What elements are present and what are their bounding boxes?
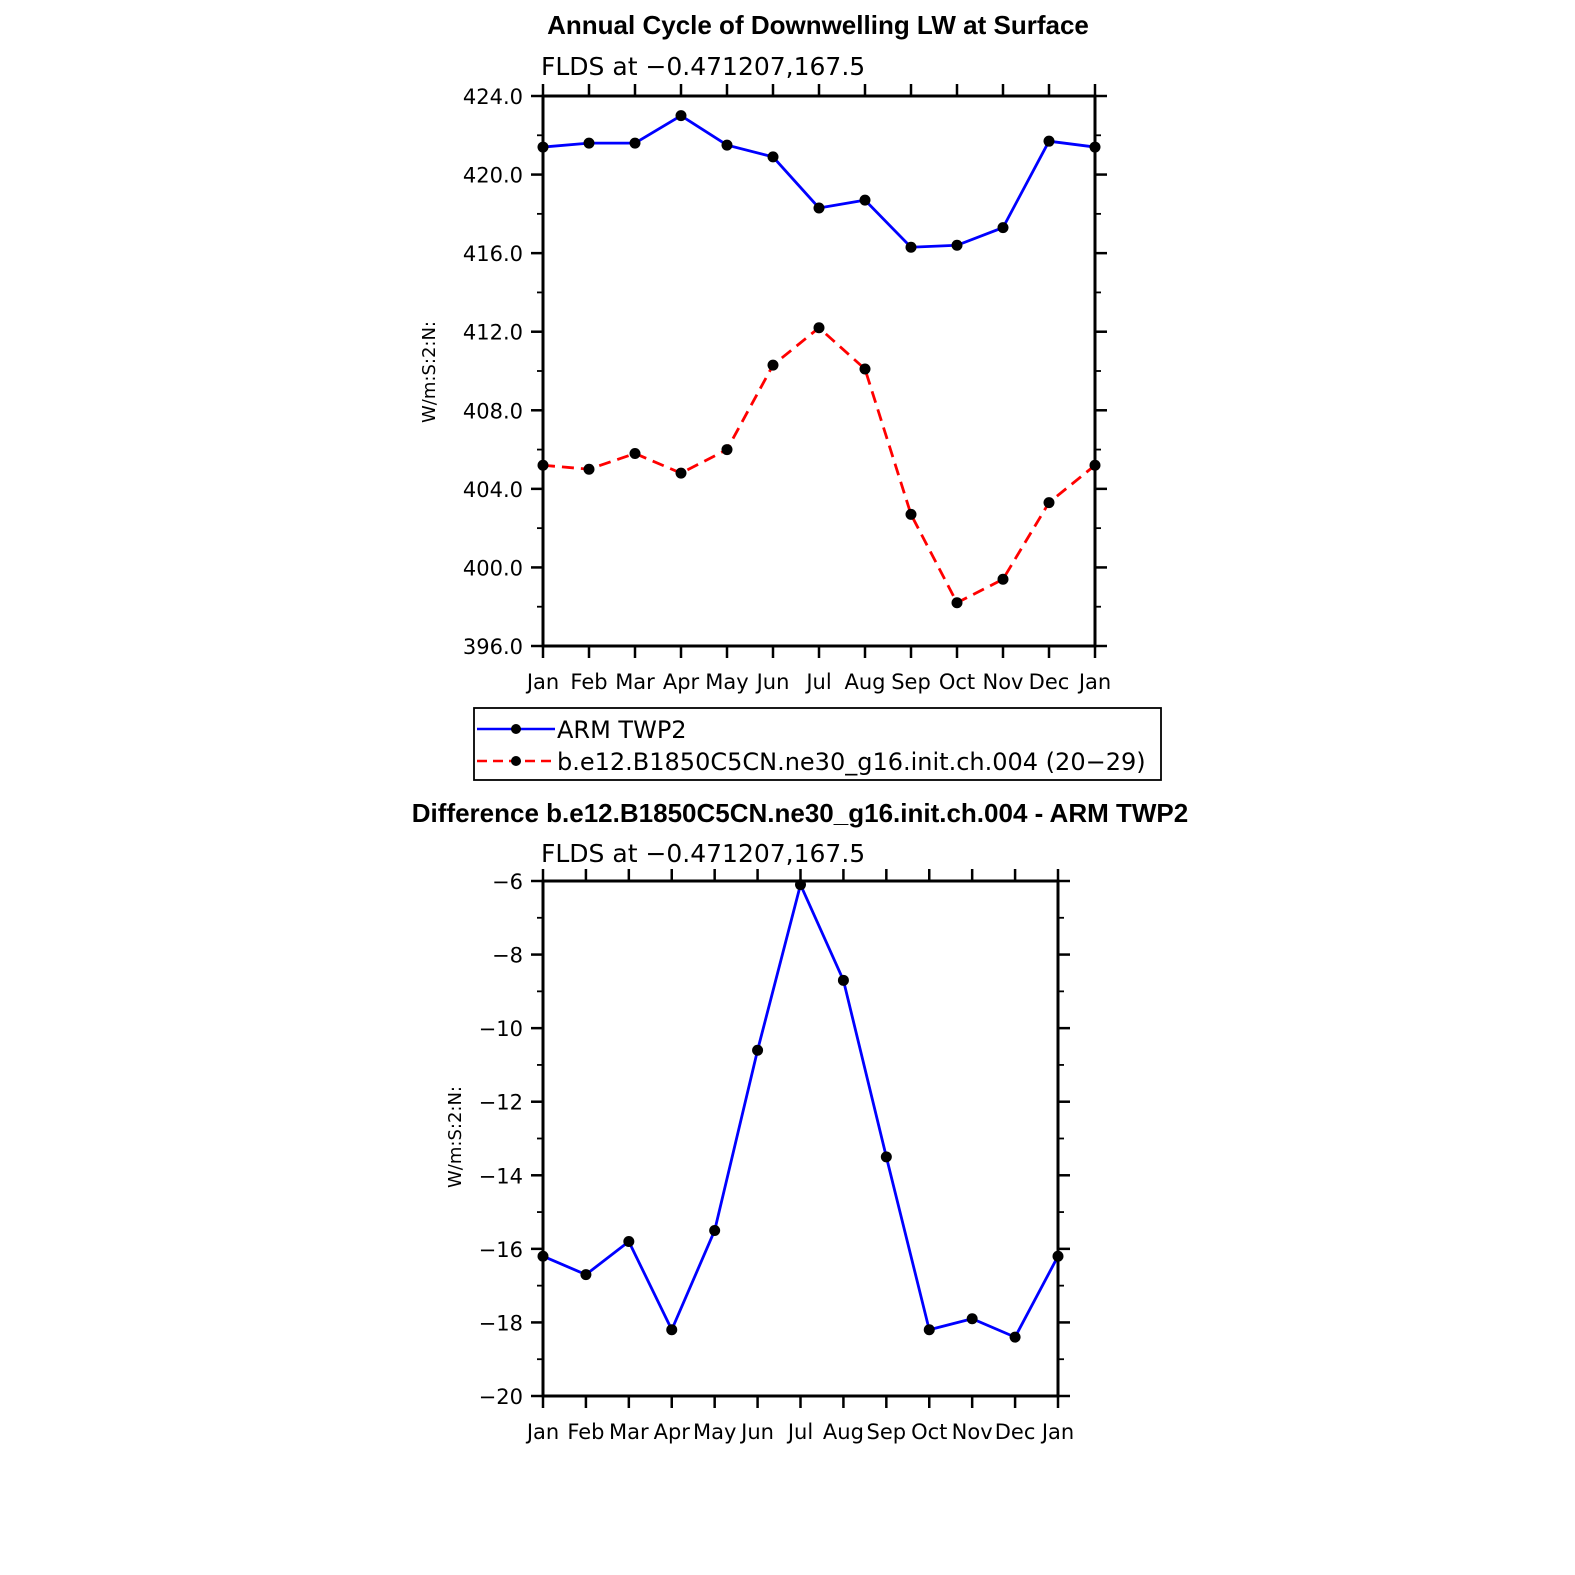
y-tick-label: −12 (479, 1091, 523, 1115)
series-1-point (905, 241, 917, 253)
x-tick-label: Mar (615, 670, 655, 694)
chart1-legend: ARM TWP2 b.e12.B1850C5CN.ne30_g16.init.c… (473, 707, 1162, 781)
x-tick-label: Oct (911, 1420, 947, 1444)
x-tick-label: Jan (1077, 670, 1111, 694)
series-2-point (675, 467, 687, 479)
y-tick-label: −16 (479, 1238, 523, 1262)
x-tick-label: Dec (1029, 670, 1070, 694)
x-tick-label: Jan (525, 1420, 559, 1444)
legend-box (473, 707, 1162, 781)
series-1-point (767, 151, 779, 163)
x-tick-label: Feb (567, 1420, 604, 1444)
y-tick-label: 416.0 (463, 242, 523, 266)
x-tick-label: Aug (844, 670, 885, 694)
chart1-title: Annual Cycle of Downwelling LW at Surfac… (547, 10, 1089, 40)
series-1-point (966, 1313, 978, 1325)
series-1-point (580, 1269, 592, 1281)
series-line-2 (542, 325, 1096, 605)
chart2-y-axis-label: W/m:S:2:N: (445, 1086, 466, 1188)
x-tick-label: Jan (1040, 1420, 1074, 1444)
series-1-point (837, 974, 849, 986)
x-tick-label: Jul (786, 1420, 813, 1444)
chart1-subtitle: FLDS at −0.471207,167.5 (541, 52, 865, 81)
y-tick-label: −20 (479, 1385, 523, 1409)
x-tick-label: Apr (663, 670, 700, 694)
series-1-point (1009, 1331, 1021, 1343)
y-tick-label: −18 (479, 1311, 523, 1335)
series-1-point (951, 239, 963, 251)
y-tick-label: 424.0 (463, 85, 523, 109)
series-line-1 (542, 113, 1096, 249)
x-tick-label: Nov (952, 1420, 993, 1444)
series-1-point (675, 110, 687, 122)
annual-cycle-chart: Annual Cycle of Downwelling LW at Surfac… (419, 10, 1111, 694)
y-tick-label: 400.0 (463, 556, 523, 580)
series-2-point (767, 359, 779, 371)
y-tick-label: −10 (479, 1017, 523, 1041)
series-1-point (859, 194, 871, 206)
x-tick-label: Jan (525, 670, 559, 694)
series-1-point (623, 1236, 635, 1247)
x-tick-label: Mar (609, 1420, 649, 1444)
series-2-point (629, 448, 641, 459)
series-2-point (1043, 497, 1055, 509)
series-1-point (666, 1324, 678, 1336)
series-1-point (752, 1044, 764, 1056)
series-1-point (629, 137, 641, 149)
legend-label-series-1: ARM TWP2 (557, 716, 687, 744)
y-tick-label: 404.0 (463, 478, 523, 502)
y-tick-label: −8 (492, 944, 523, 968)
y-tick-label: −6 (492, 870, 523, 894)
x-tick-label: Nov (983, 670, 1024, 694)
chart1-frame (541, 94, 1097, 648)
series-2-point (997, 573, 1009, 585)
series-line-1 (542, 880, 1060, 1339)
chart2-subtitle: FLDS at −0.471207,167.5 (541, 839, 865, 868)
x-tick-label: Dec (995, 1420, 1036, 1444)
series-1-point (880, 1151, 892, 1163)
x-tick-label: May (705, 670, 748, 694)
x-tick-label: Oct (939, 670, 975, 694)
chart1-y-axis-label: W/m:S:2:N: (419, 321, 440, 423)
y-tick-label: 408.0 (463, 399, 523, 423)
x-tick-label: May (693, 1420, 736, 1444)
x-tick-label: Sep (891, 670, 931, 694)
x-tick-label: Feb (570, 670, 607, 694)
x-tick-label: Aug (823, 1420, 864, 1444)
chart2-frame (541, 879, 1060, 1398)
y-tick-label: 396.0 (463, 635, 523, 659)
series-1-point (997, 222, 1009, 234)
series-1-point (1043, 135, 1055, 147)
series-2-point (583, 463, 595, 475)
series-1-point (583, 137, 595, 149)
series-1-point (709, 1224, 721, 1236)
chart2-title: Difference b.e12.B1850C5CN.ne30_g16.init… (412, 798, 1188, 828)
y-tick-label: −14 (479, 1164, 523, 1188)
y-tick-label: 420.0 (463, 164, 523, 188)
series-2-point (905, 508, 917, 520)
series-1-point (721, 139, 733, 151)
series-2-point (859, 363, 871, 375)
y-tick-label: 412.0 (463, 321, 523, 345)
series-2-point (951, 597, 963, 609)
legend-marker-series-1 (511, 724, 521, 734)
series-1-point (813, 202, 825, 214)
legend-marker-series-2 (511, 756, 521, 766)
x-tick-label: Jul (804, 670, 831, 694)
series-2-point (721, 444, 733, 456)
series-1-point (923, 1324, 935, 1336)
difference-chart: Difference b.e12.B1850C5CN.ne30_g16.init… (412, 798, 1188, 1444)
legend-label-series-2: b.e12.B1850C5CN.ne30_g16.init.ch.004 (20… (557, 748, 1146, 776)
x-tick-label: Apr (654, 1420, 691, 1444)
x-tick-label: Jun (739, 1420, 774, 1444)
x-tick-label: Jun (755, 670, 790, 694)
x-tick-label: Sep (867, 1420, 907, 1444)
series-2-point (813, 322, 825, 334)
